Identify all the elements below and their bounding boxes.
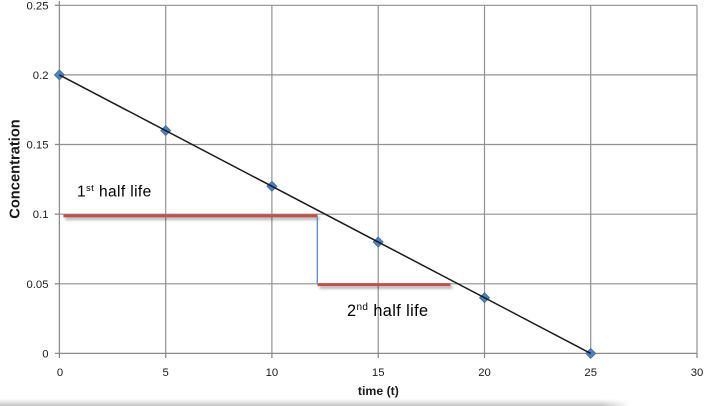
svg-text:0.15: 0.15 [27, 140, 49, 152]
svg-text:time (t): time (t) [358, 384, 399, 398]
svg-text:0: 0 [42, 348, 48, 360]
svg-text:Concentration: Concentration [7, 119, 23, 219]
svg-text:10: 10 [266, 367, 279, 379]
svg-text:15: 15 [372, 367, 385, 379]
svg-text:0.2: 0.2 [33, 70, 49, 82]
svg-text:1st half life: 1st half life [77, 183, 152, 201]
svg-text:0.05: 0.05 [27, 279, 49, 291]
svg-text:30: 30 [691, 367, 704, 379]
svg-text:5: 5 [163, 367, 169, 379]
svg-text:20: 20 [478, 367, 491, 379]
svg-text:0: 0 [57, 367, 63, 379]
svg-text:0.1: 0.1 [33, 209, 49, 221]
svg-text:0.25: 0.25 [27, 0, 49, 12]
svg-text:25: 25 [584, 367, 597, 379]
